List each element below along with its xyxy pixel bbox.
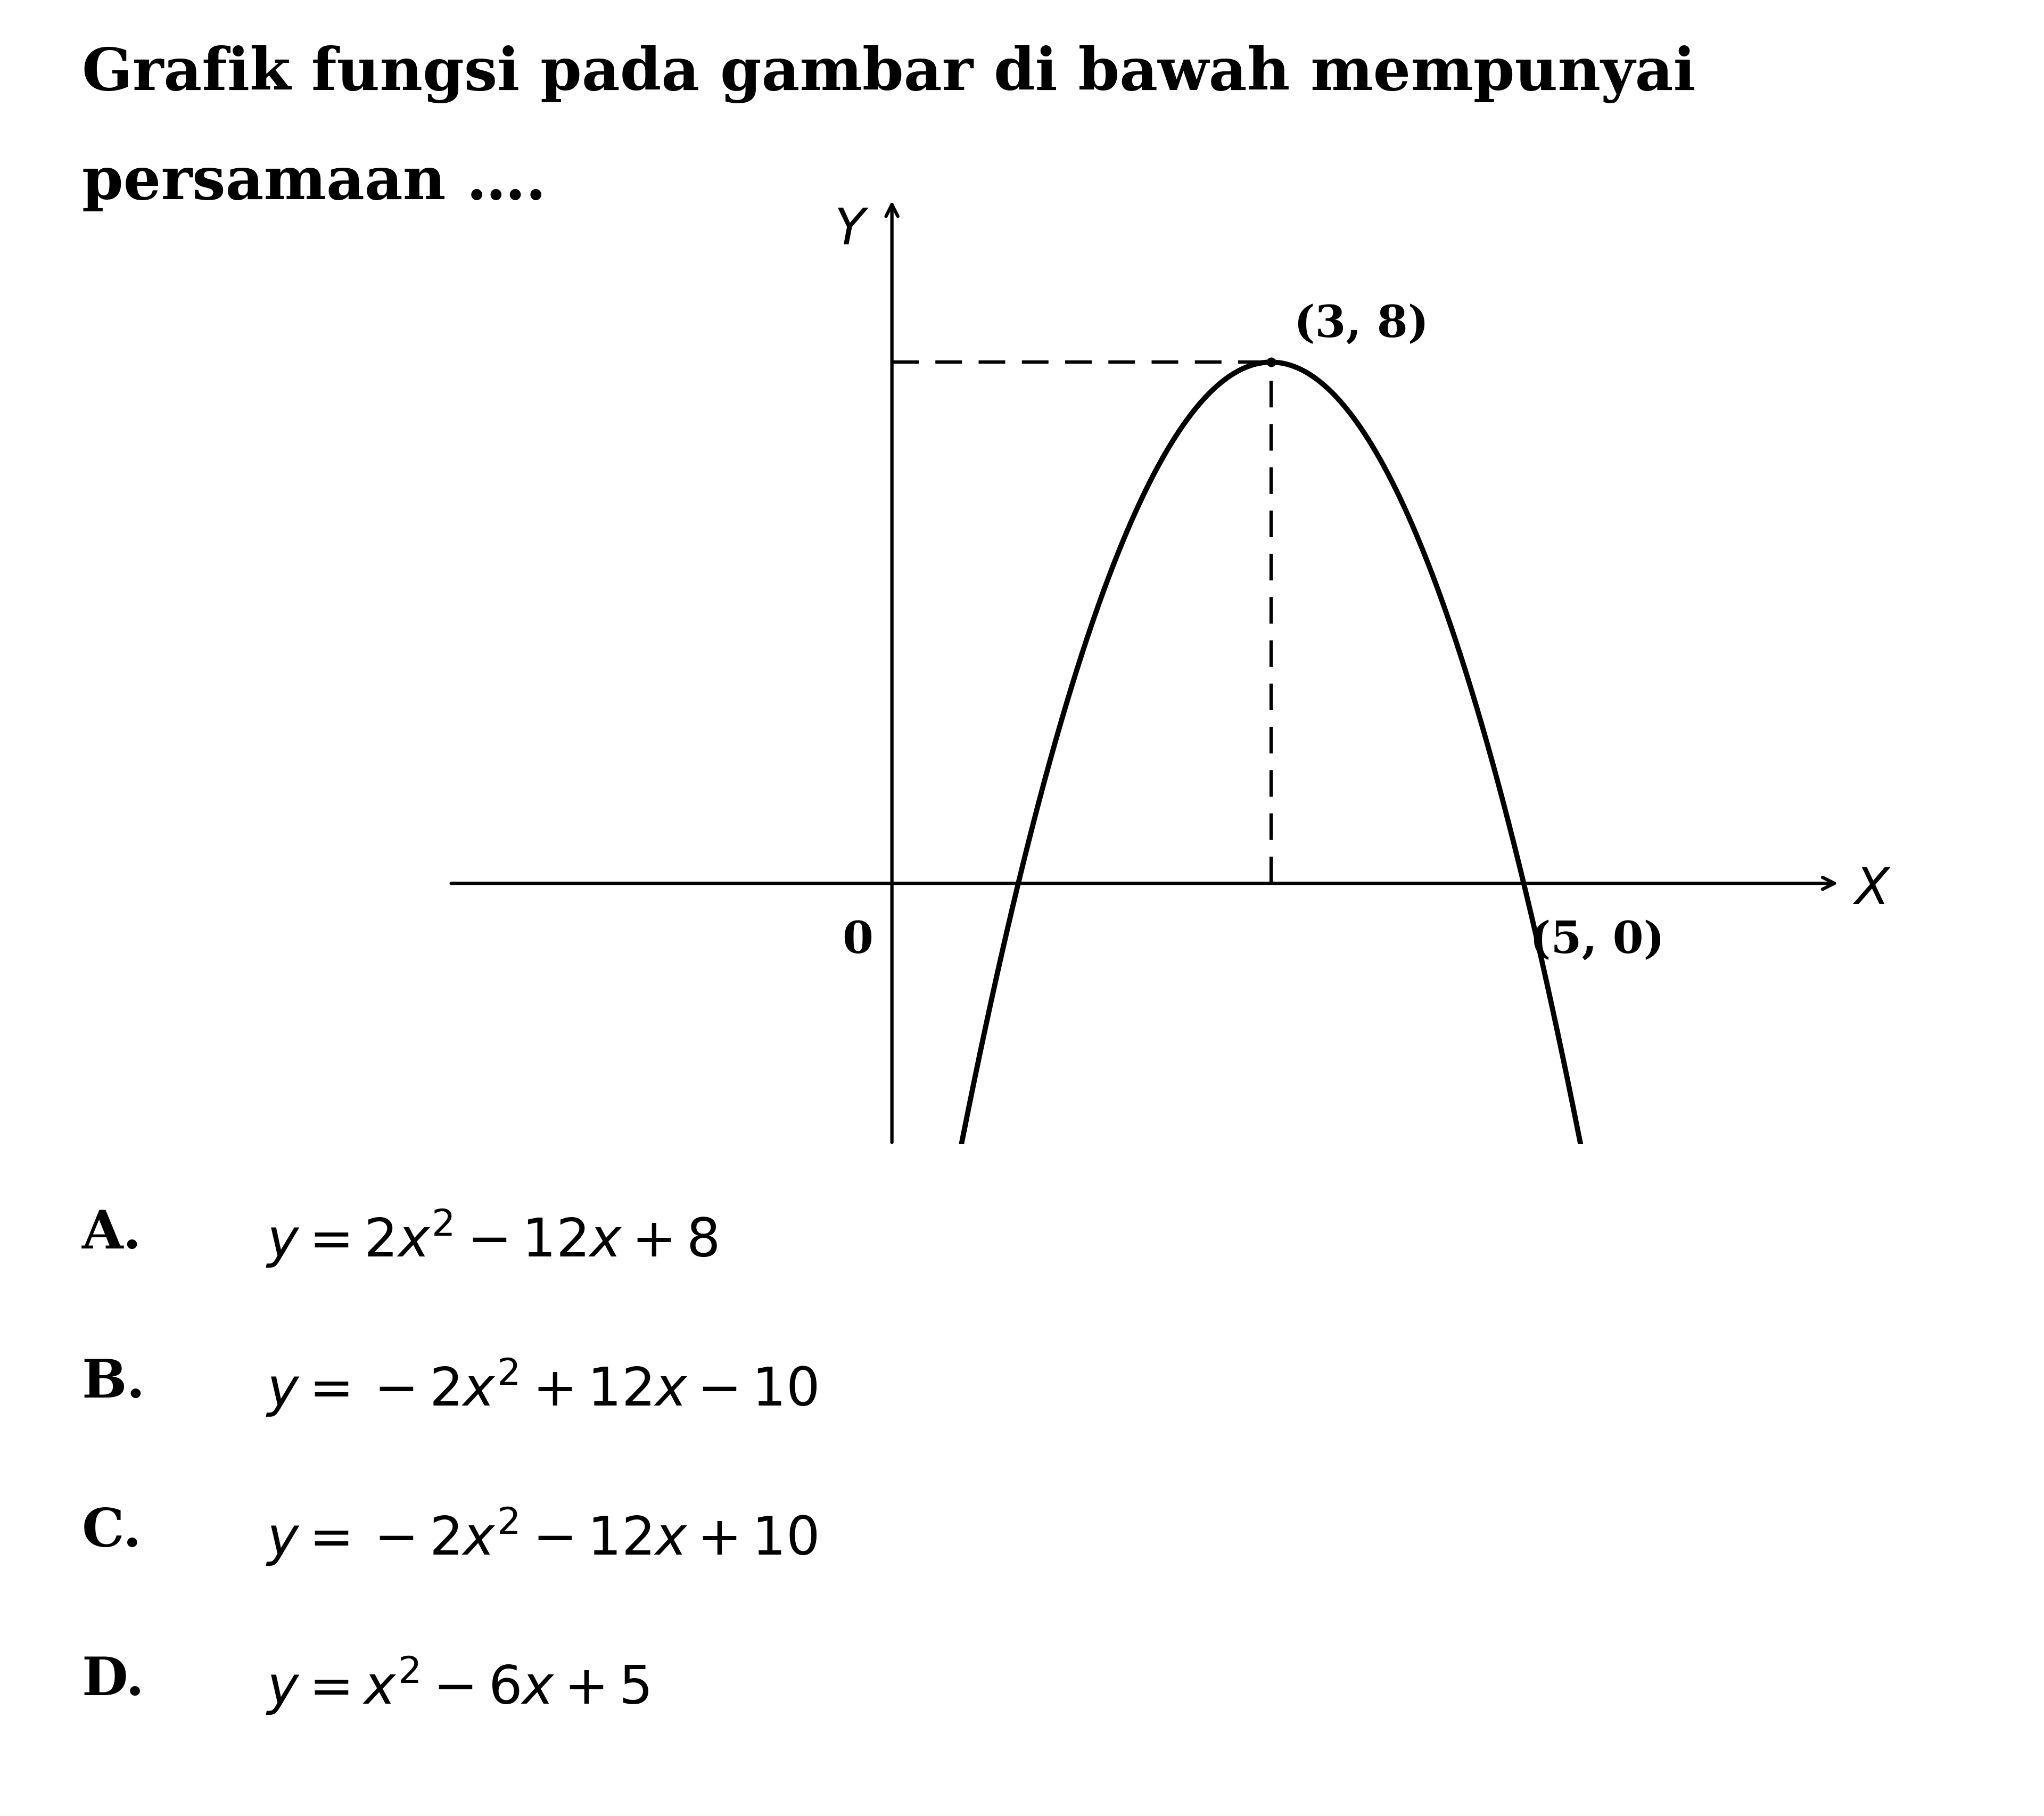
Text: D.: D. [82,1654,145,1705]
Text: persamaan ….: persamaan …. [82,154,546,211]
Text: (3, 8): (3, 8) [1294,303,1429,347]
Text: $y = x^2 - 6x + 5$: $y = x^2 - 6x + 5$ [266,1654,650,1716]
Text: $y = -2x^2 + 12x - 10$: $y = -2x^2 + 12x - 10$ [266,1357,818,1418]
Text: $X$: $X$ [1852,866,1891,913]
Text: 0: 0 [842,919,873,962]
Text: (5, 0): (5, 0) [1531,919,1664,962]
Text: B.: B. [82,1357,145,1407]
Text: $y = -2x^2 - 12x + 10$: $y = -2x^2 - 12x + 10$ [266,1505,818,1567]
Text: Grafik fungsi pada gambar di bawah mempunyai: Grafik fungsi pada gambar di bawah mempu… [82,45,1694,104]
Text: C.: C. [82,1505,141,1556]
Text: $Y$: $Y$ [834,207,869,254]
Text: $y = 2x^2 - 12x + 8$: $y = 2x^2 - 12x + 8$ [266,1208,717,1269]
Text: A.: A. [82,1208,141,1258]
